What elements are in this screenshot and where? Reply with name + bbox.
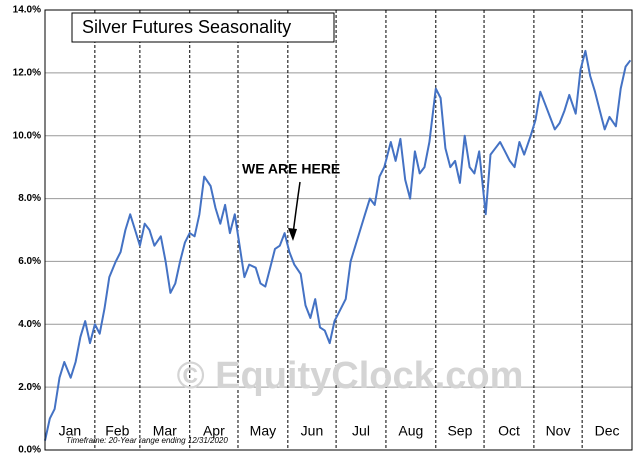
y-tick-label: 8.0% [18, 193, 41, 204]
x-tick-label: Dec [595, 423, 620, 439]
y-tick-label: 12.0% [13, 67, 41, 78]
y-tick-label: 14.0% [13, 5, 41, 16]
x-tick-label: Jun [301, 423, 324, 439]
y-tick-label: 6.0% [18, 256, 41, 267]
x-tick-label: Aug [398, 423, 423, 439]
footnote: Timeframe: 20-Year range ending 12/31/20… [66, 436, 228, 445]
x-tick-label: Nov [546, 423, 571, 439]
y-tick-label: 4.0% [18, 319, 41, 330]
x-tick-label: Apr [203, 423, 225, 439]
annotation-arrowhead [288, 228, 297, 241]
y-tick-label: 0.0% [18, 445, 41, 456]
chart-title: Silver Futures Seasonality [82, 17, 291, 37]
title-box [71, 12, 335, 43]
plot-border [44, 9, 633, 451]
x-tick-label: Jan [59, 423, 82, 439]
x-tick-label: Sep [447, 423, 472, 439]
x-tick-label: Feb [105, 423, 129, 439]
watermark: © EquityClock.com [177, 355, 524, 397]
data-line [44, 49, 632, 441]
annotation: WE ARE HERE [242, 161, 340, 177]
x-tick-label: May [250, 423, 276, 439]
x-tick-label: Jul [352, 423, 370, 439]
y-tick-label: 2.0% [18, 382, 41, 393]
x-tick-label: Oct [498, 423, 520, 439]
x-tick-label: Mar [153, 423, 177, 439]
y-tick-label: 10.0% [13, 130, 41, 141]
